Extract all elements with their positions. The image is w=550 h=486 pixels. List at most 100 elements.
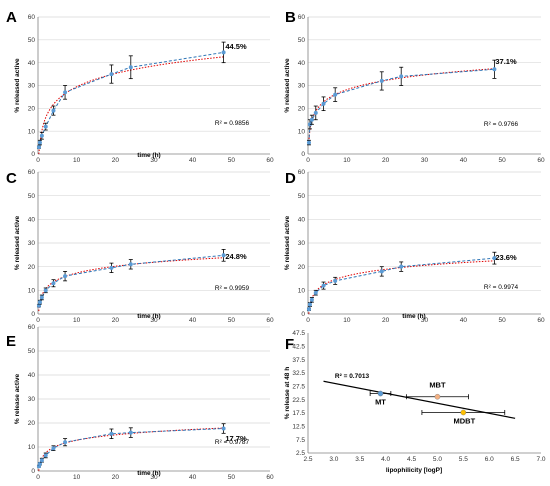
data-point <box>51 446 56 451</box>
x-tick-label: 20 <box>382 157 390 164</box>
data-point <box>333 92 338 97</box>
data-point <box>492 67 497 72</box>
data-point <box>321 101 326 106</box>
data-point <box>36 303 41 308</box>
final-release-label: 17.7% <box>225 434 247 443</box>
y-tick-label: 60 <box>298 14 306 21</box>
final-release-label: 37.1% <box>495 57 517 66</box>
x-tick-label: 30 <box>150 157 158 164</box>
y-tick-label: 27.5 <box>292 384 305 391</box>
x-tick-label: 50 <box>499 317 507 324</box>
y-axis-label: % released active <box>284 58 291 113</box>
x-tick-label: 30 <box>150 474 158 481</box>
x-tick-label: 6.0 <box>485 456 494 463</box>
data-point <box>51 108 56 113</box>
x-tick-label: 4.0 <box>381 456 390 463</box>
data-point <box>37 140 42 145</box>
y-tick-label: 10 <box>28 128 36 135</box>
x-tick-label: 30 <box>421 157 429 164</box>
data-point <box>377 390 384 397</box>
y-tick-label: 40 <box>28 217 36 224</box>
series-line <box>38 428 224 467</box>
y-tick-label: 30 <box>28 396 36 403</box>
data-point <box>39 133 44 138</box>
y-tick-label: 50 <box>28 348 36 355</box>
y-tick-label: 20 <box>28 420 36 427</box>
panel-letter: F <box>285 336 294 353</box>
y-tick-label: 40 <box>298 217 306 224</box>
y-axis-label: % release active <box>14 374 21 425</box>
data-point <box>128 430 133 435</box>
data-point <box>63 274 68 279</box>
x-tick-label: 5.0 <box>433 456 442 463</box>
x-tick-label: 0 <box>306 157 310 164</box>
x-tick-label: 60 <box>537 317 545 324</box>
x-tick-label: 3.5 <box>355 456 364 463</box>
y-tick-label: 60 <box>28 324 36 331</box>
panel-letter: C <box>6 170 17 187</box>
y-tick-label: 60 <box>28 169 36 176</box>
x-tick-label: 7.0 <box>536 456 545 463</box>
y-tick-label: 0 <box>301 151 305 158</box>
y-tick-label: 22.5 <box>292 397 305 404</box>
r-squared-label: R² = 0.9856 <box>215 120 250 127</box>
y-tick-label: 60 <box>28 14 36 21</box>
r-squared-label: R² = 0.9974 <box>484 284 519 291</box>
final-release-label: 44.5% <box>225 42 247 51</box>
data-point <box>221 253 226 258</box>
data-point <box>399 74 404 79</box>
panel-a: A 0 10 20 30 40 50 60 0 10 20 30 40 50 60 % released ac… <box>6 9 274 164</box>
y-axis-label: % released active <box>14 216 21 271</box>
y-tick-label: 10 <box>28 444 36 451</box>
y-tick-label: 40 <box>298 60 306 67</box>
y-tick-label: 30 <box>298 83 306 90</box>
r-squared-label: R² = 0.9766 <box>484 121 519 128</box>
x-tick-label: 20 <box>112 157 120 164</box>
point-label: MT <box>375 398 386 407</box>
data-point <box>63 440 68 445</box>
panel-letter: E <box>6 333 16 350</box>
x-tick-label: 60 <box>537 157 545 164</box>
panel-b: B 0 10 20 30 40 50 60 0 10 20 30 40 50 60 % released ac… <box>284 9 545 164</box>
panel-letter: A <box>6 9 17 26</box>
x-tick-label: 40 <box>189 157 197 164</box>
x-tick-label: 3.0 <box>329 456 338 463</box>
x-tick-label: 10 <box>343 157 351 164</box>
x-axis-label: time (h) <box>402 313 425 320</box>
x-tick-label: 60 <box>266 157 274 164</box>
data-point <box>313 290 318 295</box>
data-point <box>43 288 48 293</box>
data-point <box>379 269 384 274</box>
y-tick-label: 47.5 <box>292 330 305 337</box>
data-point <box>460 409 467 416</box>
data-point <box>128 262 133 267</box>
y-tick-label: 30 <box>298 240 306 247</box>
y-tick-label: 50 <box>298 193 306 200</box>
data-point <box>43 124 48 129</box>
y-tick-label: 10 <box>298 288 306 295</box>
x-tick-label: 40 <box>189 474 197 481</box>
y-tick-label: 0 <box>301 311 305 318</box>
y-tick-label: 40 <box>28 372 36 379</box>
data-point <box>63 90 68 95</box>
data-point <box>39 458 44 463</box>
panel-letter: B <box>285 9 296 26</box>
data-point <box>109 265 114 270</box>
x-tick-label: 20 <box>382 317 390 324</box>
y-axis-label: % released active <box>284 216 291 271</box>
x-axis-label: lipophilicity [logP] <box>386 467 442 474</box>
x-tick-label: 10 <box>343 317 351 324</box>
x-tick-label: 0 <box>36 474 40 481</box>
data-point <box>321 283 326 288</box>
x-axis-label: time (h) <box>137 152 160 159</box>
data-point <box>39 295 44 300</box>
y-tick-label: 2.5 <box>296 450 305 457</box>
y-tick-label: 40 <box>28 60 36 67</box>
data-point <box>51 281 56 286</box>
r-squared-label: R² = 0.7013 <box>335 373 370 380</box>
y-tick-label: 10 <box>28 288 36 295</box>
y-tick-label: 42.5 <box>292 344 305 351</box>
y-tick-label: 0 <box>31 468 35 475</box>
panel-f: F 2.5 3.0 3.5 4.0 4.5 5.0 5.5 6.0 6.5 7.0 2.5 7.5 12.… <box>284 330 546 474</box>
